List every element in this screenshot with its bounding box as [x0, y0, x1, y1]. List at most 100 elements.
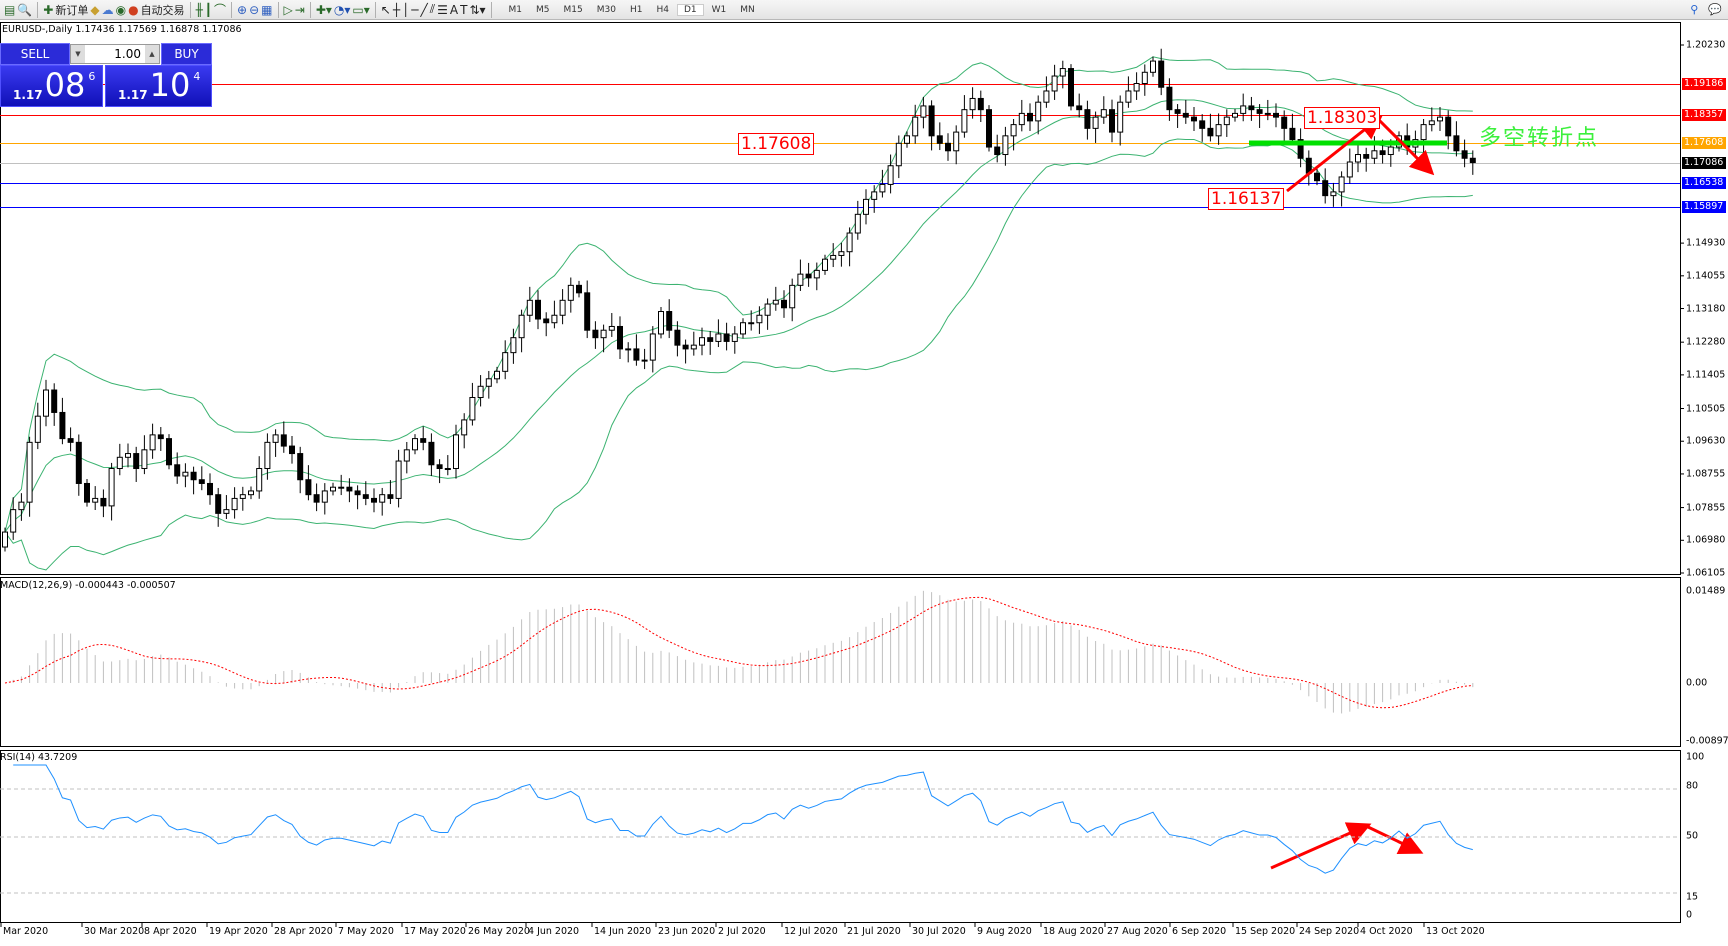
candle-bull [469, 396, 476, 421]
zoom-out-icon[interactable]: ⊖ [249, 2, 260, 17]
candle-bear [67, 438, 74, 443]
new-order-button[interactable]: 新订单 [55, 3, 89, 17]
line-chart-icon[interactable]: ⌒ [214, 3, 227, 17]
candle-bull [649, 333, 656, 361]
rsi-line [13, 764, 1473, 874]
candle-bear [1445, 116, 1452, 137]
sell-button[interactable]: SELL [0, 43, 70, 65]
templates-icon[interactable]: ▭▾ [352, 2, 370, 17]
channel-icon[interactable]: ⫽ [429, 2, 436, 16]
candle-bear [1281, 116, 1288, 129]
chart-shift-icon[interactable]: ⇥ [294, 2, 305, 17]
candle-bull [34, 415, 41, 443]
timeframe-mn[interactable]: MN [740, 4, 755, 15]
price-tick: 1.14930 [1686, 237, 1726, 249]
candle-bull [116, 456, 123, 470]
buy-button[interactable]: BUY [161, 43, 212, 65]
candlestick-icon[interactable]: ┃ [204, 2, 213, 17]
candle-bull [444, 468, 451, 471]
price-tick: 1.06105 [1686, 567, 1726, 579]
candle-bull [1059, 68, 1066, 77]
candle-bull [1010, 124, 1017, 137]
metaeditor-icon[interactable]: ◆ [90, 2, 100, 17]
candle-bear [592, 329, 599, 339]
navigator-icon[interactable]: ☁ [101, 2, 114, 17]
horizontal-line-icon[interactable]: ─ [411, 2, 419, 17]
candle-bull [748, 322, 755, 325]
bid-price-pip: 6 [88, 70, 96, 83]
lot-size-input[interactable]: ▼ 1.00 ▲ [70, 44, 160, 64]
signals-icon[interactable]: ◉ [115, 2, 127, 17]
ask-price-main: 10 [149, 66, 191, 104]
candle-bull [830, 254, 837, 260]
price-level-tag: 1.17608 [1682, 137, 1726, 149]
new-order-icon[interactable]: ✚ [43, 2, 54, 17]
date-tick: 15 Sep 2020 [1235, 926, 1296, 937]
fibonacci-icon[interactable]: ☰ [437, 2, 448, 17]
date-tick: 26 May 2020 [468, 926, 530, 937]
candle-bull [1437, 116, 1443, 122]
text-label-icon[interactable]: T [460, 2, 468, 17]
auto-trading-icon[interactable]: ● [128, 2, 139, 17]
tile-windows-icon[interactable]: ▦ [261, 2, 273, 17]
price-level-tag: 1.16538 [1682, 177, 1726, 189]
trendline-icon[interactable]: ╱ [420, 2, 428, 17]
timeframe-w1[interactable]: W1 [711, 4, 727, 15]
timeframe-m15[interactable]: M15 [563, 4, 583, 15]
price-tick: 1.20230 [1686, 39, 1726, 51]
chart-window-icon[interactable]: ▤ [4, 2, 16, 17]
date-tick: 14 Jun 2020 [594, 926, 652, 937]
auto-trading-button[interactable]: 自动交易 [140, 3, 185, 17]
candle-bull [863, 198, 869, 215]
timeframe-d1[interactable]: D1 [676, 3, 704, 16]
crosshair-icon[interactable]: ┼ [392, 2, 401, 17]
candle-bull [764, 303, 771, 316]
lot-increase-icon[interactable]: ▲ [145, 45, 159, 63]
candle-bear [387, 494, 394, 499]
zoom-window-icon[interactable]: 🔍 [17, 2, 33, 17]
price-label-1[interactable]: 1.17608 [738, 133, 815, 155]
text-icon[interactable]: A [449, 2, 459, 17]
autoscroll-icon[interactable]: ▷ [283, 2, 293, 17]
macd-axis-top: 0.01489 [1686, 585, 1726, 597]
timeframe-h4[interactable]: H4 [656, 4, 669, 15]
bar-chart-icon[interactable]: ╫ [195, 2, 203, 17]
rsi-label: RSI(14) 43.7209 [0, 752, 78, 763]
candle-bull [920, 105, 927, 118]
candle-bull [10, 509, 17, 533]
candle-bull [961, 109, 968, 133]
separator [374, 1, 376, 18]
candle-bear [1174, 109, 1181, 114]
search-icon[interactable]: ⚲ [1690, 3, 1699, 16]
vertical-line-icon[interactable]: │ [402, 2, 410, 17]
candle-bear [682, 344, 689, 350]
candle-bear [100, 497, 107, 507]
candle-bull [494, 370, 500, 380]
chat-icon[interactable]: 💬 [1708, 3, 1722, 16]
timeframe-m1[interactable]: M1 [508, 4, 523, 15]
candle-bull [272, 434, 279, 443]
ask-price-box[interactable]: 1.17 10 4 [105, 65, 212, 107]
pivot-annotation[interactable]: 多空转折点 [1479, 126, 1600, 151]
arrows-icon[interactable]: ⇅▾ [469, 2, 486, 17]
cursor-icon[interactable]: ↖ [380, 2, 391, 17]
timeframe-h1[interactable]: H1 [629, 4, 643, 15]
candle-bear [157, 434, 164, 440]
candle-bear [1363, 154, 1370, 159]
indicators-icon[interactable]: ✚▾ [315, 2, 332, 17]
candle-bear [633, 348, 640, 361]
lot-decrease-icon[interactable]: ▼ [71, 45, 85, 63]
one-click-trading-panel: SELL ▼ 1.00 ▲ BUY 1.17 08 6 1.17 10 4 [0, 43, 212, 107]
price-label-2[interactable]: 1.18303 [1304, 107, 1381, 129]
timeframe-m5[interactable]: M5 [536, 4, 550, 15]
price-label-3[interactable]: 1.16137 [1208, 188, 1285, 210]
date-tick: 28 Apr 2020 [274, 926, 333, 937]
lot-value[interactable]: 1.00 [114, 47, 141, 61]
candle-bull [1100, 109, 1107, 118]
timeframe-m30[interactable]: M30 [596, 4, 616, 15]
zoom-in-icon[interactable]: ⊕ [237, 2, 248, 17]
candle-bull [1330, 191, 1337, 197]
bid-price-box[interactable]: 1.17 08 6 [0, 65, 103, 107]
periods-icon[interactable]: ◔▾ [333, 2, 351, 17]
